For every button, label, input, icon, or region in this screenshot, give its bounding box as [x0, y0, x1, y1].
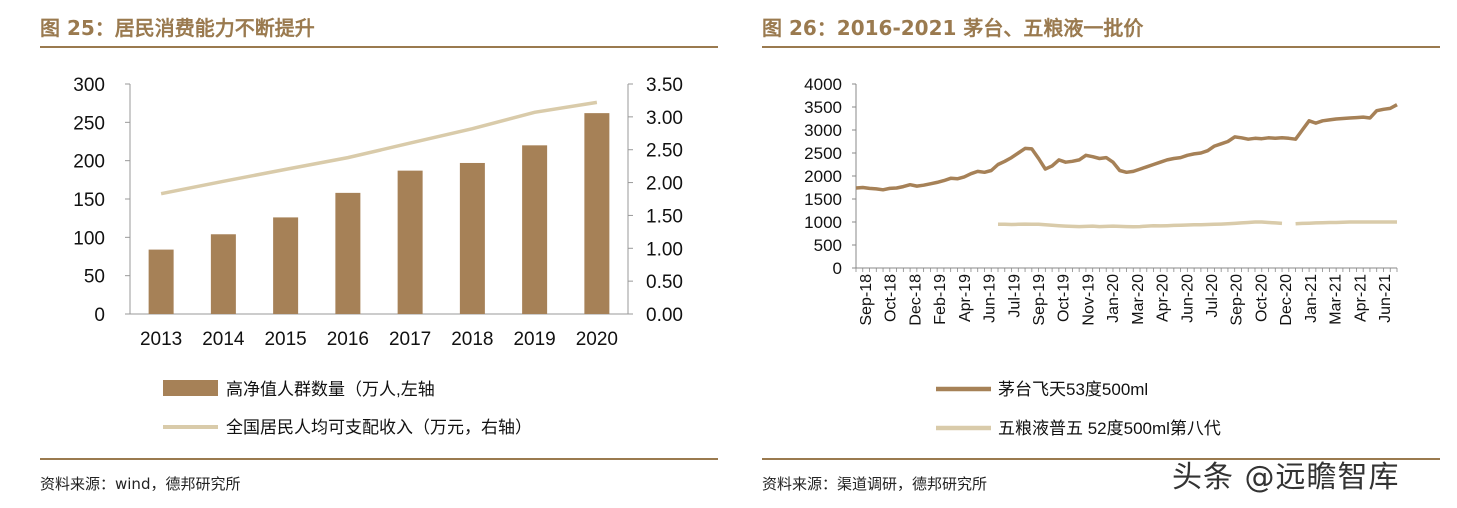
bar-2015: [273, 217, 299, 314]
left-y-tick-label: 100: [73, 228, 105, 249]
price-y-tick-label: 2500: [804, 144, 842, 163]
price-x-tick-label: Oct-20: [1253, 274, 1270, 322]
wuliangye-price-line-segment-2: [1295, 220, 1397, 226]
price-y-tick-label: 1000: [804, 213, 842, 232]
legend-label-wuliangye: 五粮液普五 52度500ml第八代: [998, 419, 1221, 438]
x-tick-label-2013: 2013: [140, 329, 182, 350]
price-x-tick-label: Nov-19: [1080, 274, 1097, 326]
price-y-tick-label: 0: [833, 259, 842, 278]
price-x-tick-label: Apr-19: [957, 274, 974, 322]
x-tick-label-2014: 2014: [202, 329, 245, 350]
left-source-divider: [40, 458, 718, 460]
price-x-tick-label: Jun-20: [1179, 274, 1196, 323]
legend-label-line: 全国居民人均可支配收入（万元，右轴）: [226, 418, 532, 437]
price-x-tick-label: Jun-19: [982, 274, 999, 323]
left-source-note: 资料来源：wind，德邦研究所: [40, 475, 241, 493]
x-tick-label-2018: 2018: [451, 329, 493, 350]
left-y-tick-label: 0: [94, 305, 105, 326]
price-x-tick-label: Dec-18: [907, 274, 924, 326]
bar-2013: [148, 249, 174, 314]
right-source-divider: [762, 458, 1440, 460]
right-source-note: 资料来源：渠道调研，德邦研究所: [762, 475, 988, 493]
left-y-tick-label: 300: [73, 75, 105, 96]
left-chart-title: 图 25：居民消费能力不断提升: [40, 16, 315, 40]
price-x-tick-label: Oct-19: [1056, 274, 1073, 322]
left-y-tick-label: 50: [84, 267, 105, 288]
bar-2016: [335, 192, 361, 314]
price-x-tick-label: Jan-20: [1105, 274, 1122, 323]
right-title-divider: [762, 46, 1440, 48]
x-tick-label-2017: 2017: [389, 329, 431, 350]
price-y-tick-label: 3500: [804, 98, 842, 117]
bar-2020: [584, 113, 610, 314]
price-y-tick-label: 3000: [804, 121, 842, 140]
left-y-tick-label: 150: [73, 190, 105, 211]
income-line: [160, 100, 598, 196]
legend-label-moutai: 茅台飞天53度500ml: [998, 380, 1148, 399]
price-x-tick-label: Jul-20: [1204, 274, 1221, 318]
price-x-tick-label: Feb-19: [932, 274, 949, 325]
right-y-tick-label: 1.00: [646, 239, 683, 260]
right-y-tick-label: 3.00: [646, 108, 683, 129]
price-x-tick-label: Sep-19: [1031, 274, 1048, 326]
price-x-tick-label: Jun-21: [1377, 274, 1394, 323]
price-y-tick-label: 4000: [804, 75, 842, 94]
x-tick-label-2020: 2020: [576, 329, 618, 350]
bar-2017: [397, 170, 423, 314]
right-y-tick-label: 2.00: [646, 174, 683, 195]
right-y-tick-label: 0.00: [646, 305, 683, 326]
bar-2018: [459, 162, 485, 314]
right-y-tick-label: 1.50: [646, 206, 683, 227]
bar-2014: [210, 234, 236, 314]
right-y-tick-label: 0.50: [646, 272, 683, 293]
left-y-tick-label: 200: [73, 152, 105, 173]
price-y-tick-label: 1500: [804, 190, 842, 209]
right-y-tick-label: 3.50: [646, 75, 683, 96]
price-x-tick-label: Jan-21: [1303, 274, 1320, 323]
price-x-tick-label: Dec-20: [1278, 274, 1295, 326]
price-y-tick-label: 2000: [804, 167, 842, 186]
x-tick-label-2019: 2019: [513, 329, 555, 350]
left-title-divider: [40, 46, 718, 48]
left-y-tick-label: 250: [73, 113, 105, 134]
moutai-price-line: [855, 103, 1398, 192]
price-x-tick-label: Mar-21: [1328, 274, 1345, 325]
price-x-tick-label: Jul-19: [1006, 274, 1023, 318]
price-x-tick-label: Apr-20: [1155, 274, 1172, 322]
price-x-tick-label: Sep-18: [858, 274, 875, 326]
price-x-tick-label: Sep-20: [1229, 274, 1246, 326]
bar-2019: [522, 145, 548, 314]
price-x-tick-label: Mar-20: [1130, 274, 1147, 325]
x-tick-label-2015: 2015: [264, 329, 306, 350]
watermark: 头条 @远瞻智库: [1172, 460, 1400, 495]
x-tick-label-2016: 2016: [327, 329, 369, 350]
price-x-tick-label: Apr-21: [1352, 274, 1369, 322]
right-y-tick-label: 2.50: [646, 141, 683, 162]
wuliangye-price-line-segment-1: [998, 220, 1283, 229]
price-x-tick-label: Oct-18: [883, 274, 900, 322]
price-y-tick-label: 500: [814, 236, 842, 255]
legend-label-bar: 高净值人群数量（万人,左轴: [226, 380, 435, 399]
right-chart-title: 图 26：2016-2021 茅台、五粮液一批价: [762, 16, 1144, 40]
legend-swatch-bar: [163, 380, 218, 396]
